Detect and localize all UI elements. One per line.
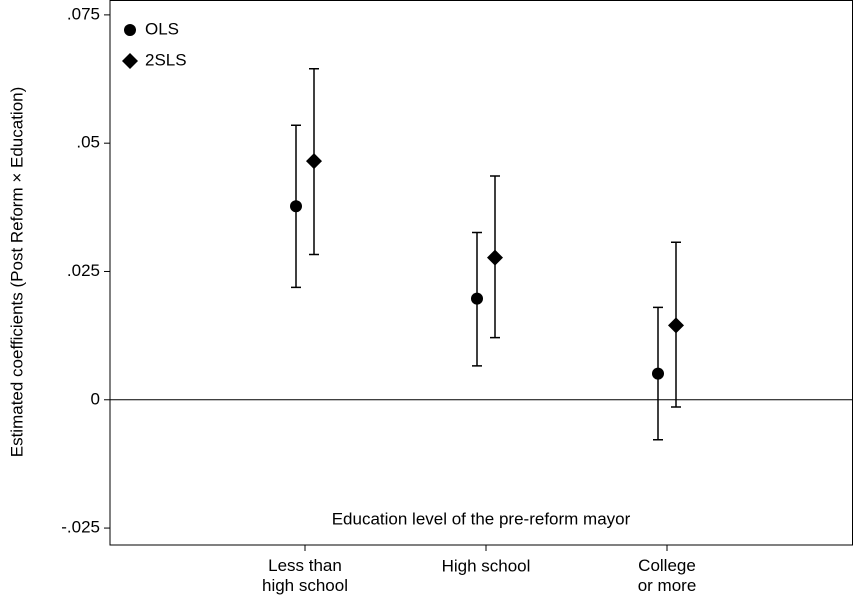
x-tick-label: College or more bbox=[638, 556, 697, 595]
x-tick-label: Less than high school bbox=[262, 556, 348, 595]
x-tick-label: High school bbox=[442, 556, 531, 575]
point bbox=[306, 153, 322, 170]
plot-frame bbox=[109, 0, 853, 546]
point bbox=[290, 200, 302, 213]
y-tick-label: .025 bbox=[67, 261, 100, 280]
legend-marker bbox=[124, 24, 136, 36]
y-tick-label: .075 bbox=[67, 4, 100, 23]
y-axis-label: Estimated coefficients (Post Reform × Ed… bbox=[7, 87, 26, 458]
legend-label: 2SLS bbox=[145, 50, 187, 69]
point bbox=[652, 367, 664, 380]
y-tick-label: -.025 bbox=[61, 518, 100, 537]
point bbox=[471, 292, 483, 305]
point bbox=[668, 317, 684, 334]
legend-marker bbox=[122, 53, 138, 69]
annotation: Education level of the pre-reform mayor bbox=[332, 509, 631, 528]
legend-label: OLS bbox=[145, 19, 179, 38]
y-tick-label: .05 bbox=[76, 133, 100, 152]
point bbox=[487, 249, 503, 266]
y-tick-label: 0 bbox=[91, 389, 100, 408]
